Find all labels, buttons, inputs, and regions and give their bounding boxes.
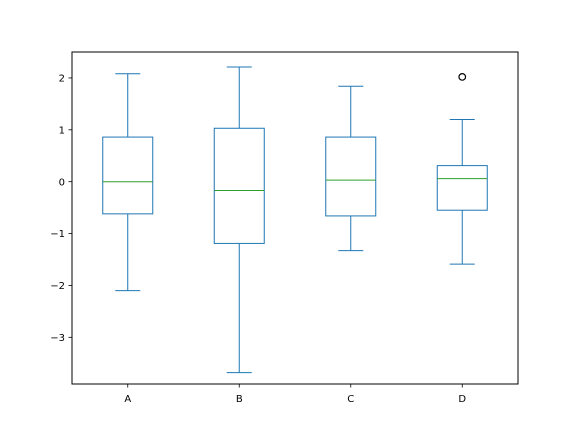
y-tick-label: −1 [50,229,65,240]
y-tick-label: 2 [59,74,65,85]
box-D [436,72,488,265]
y-tick-label: −3 [50,333,65,344]
box-B [213,66,265,374]
x-tick-label: C [347,394,354,405]
y-tick-label: 0 [59,177,65,188]
box-A [102,73,154,292]
y-tick-label: −2 [50,281,65,292]
y-axis: −3 −2 −1 0 1 2 [50,74,72,344]
outlier-point [458,72,467,81]
x-axis: A B C D [124,384,466,405]
box-iqr [102,136,154,215]
x-tick-label: B [236,394,243,405]
x-tick-label: D [458,394,466,405]
box-iqr [213,127,265,244]
box-C [325,85,377,252]
plot-area-frame [71,51,519,385]
boxes-group [102,66,488,374]
box-iqr [325,136,377,217]
box-iqr [436,165,488,211]
y-tick-label: 1 [59,125,65,136]
x-tick-label: A [124,394,131,405]
